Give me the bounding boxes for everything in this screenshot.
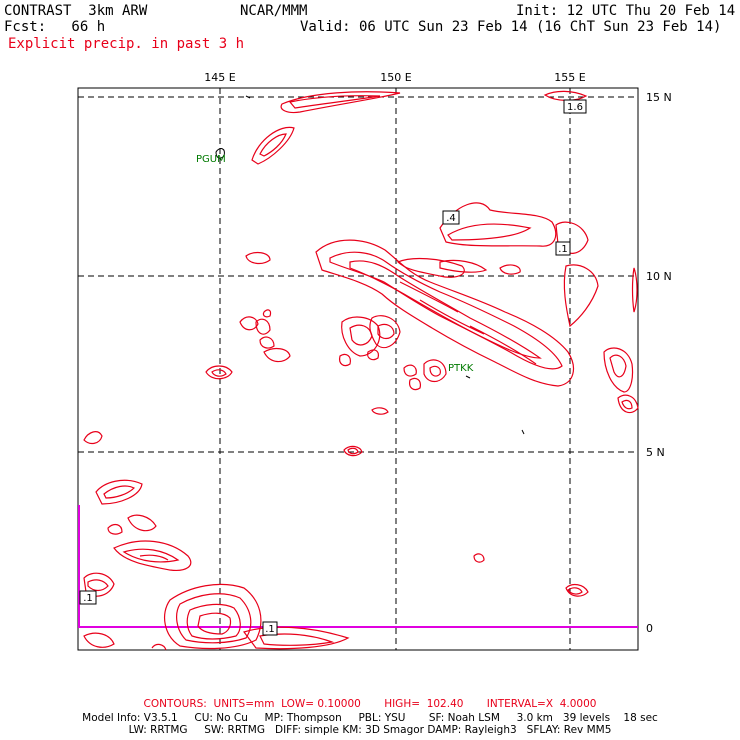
lon-label-150e: 150 E xyxy=(380,71,411,84)
contour-label-2: .4 xyxy=(446,213,456,224)
domain-boundary xyxy=(78,505,638,628)
init-time: Init: 12 UTC Thu 20 Feb 14 xyxy=(516,3,736,19)
precip-contours xyxy=(83,90,639,651)
model-info-line-1: Model Info: V3.5.1 CU: No Cu MP: Thompso… xyxy=(82,712,658,724)
lat-label-0: 0 xyxy=(646,622,653,635)
coastlines xyxy=(215,95,525,435)
lat-label-5n: 5 N xyxy=(646,446,665,459)
lon-label-155e: 155 E xyxy=(554,71,585,84)
station-pgum: PGUM xyxy=(196,154,226,165)
lon-label-145e: 145 E xyxy=(204,71,235,84)
lat-label-10n: 10 N xyxy=(646,270,672,283)
valid-time: Valid: 06 UTC Sun 23 Feb 14 (16 ChT Sun … xyxy=(300,19,722,35)
field-title: Explicit precip. in past 3 h xyxy=(8,36,245,52)
contour-label-1: 1.6 xyxy=(567,102,583,113)
model-title: CONTRAST 3km ARW xyxy=(4,3,148,19)
contour-label-3: .1 xyxy=(558,244,568,255)
contour-label-4: .1 xyxy=(83,593,93,604)
model-info-line-2: LW: RRTMG SW: RRTMG DIFF: simple KM: 3D … xyxy=(128,724,612,736)
map-frame xyxy=(77,87,639,651)
contour-labels: 1.6 .4 .1 .1 .1 xyxy=(79,99,587,636)
organization: NCAR/MMM xyxy=(240,3,308,19)
contour-info: CONTOURS: UNITS=mm LOW= 0.10000 HIGH= 10… xyxy=(143,698,597,710)
lat-label-15n: 15 N xyxy=(646,91,672,104)
forecast-hour: Fcst: 66 h xyxy=(4,19,106,35)
station-ptkk: PTKK xyxy=(448,363,474,374)
contour-label-5: .1 xyxy=(265,624,275,635)
